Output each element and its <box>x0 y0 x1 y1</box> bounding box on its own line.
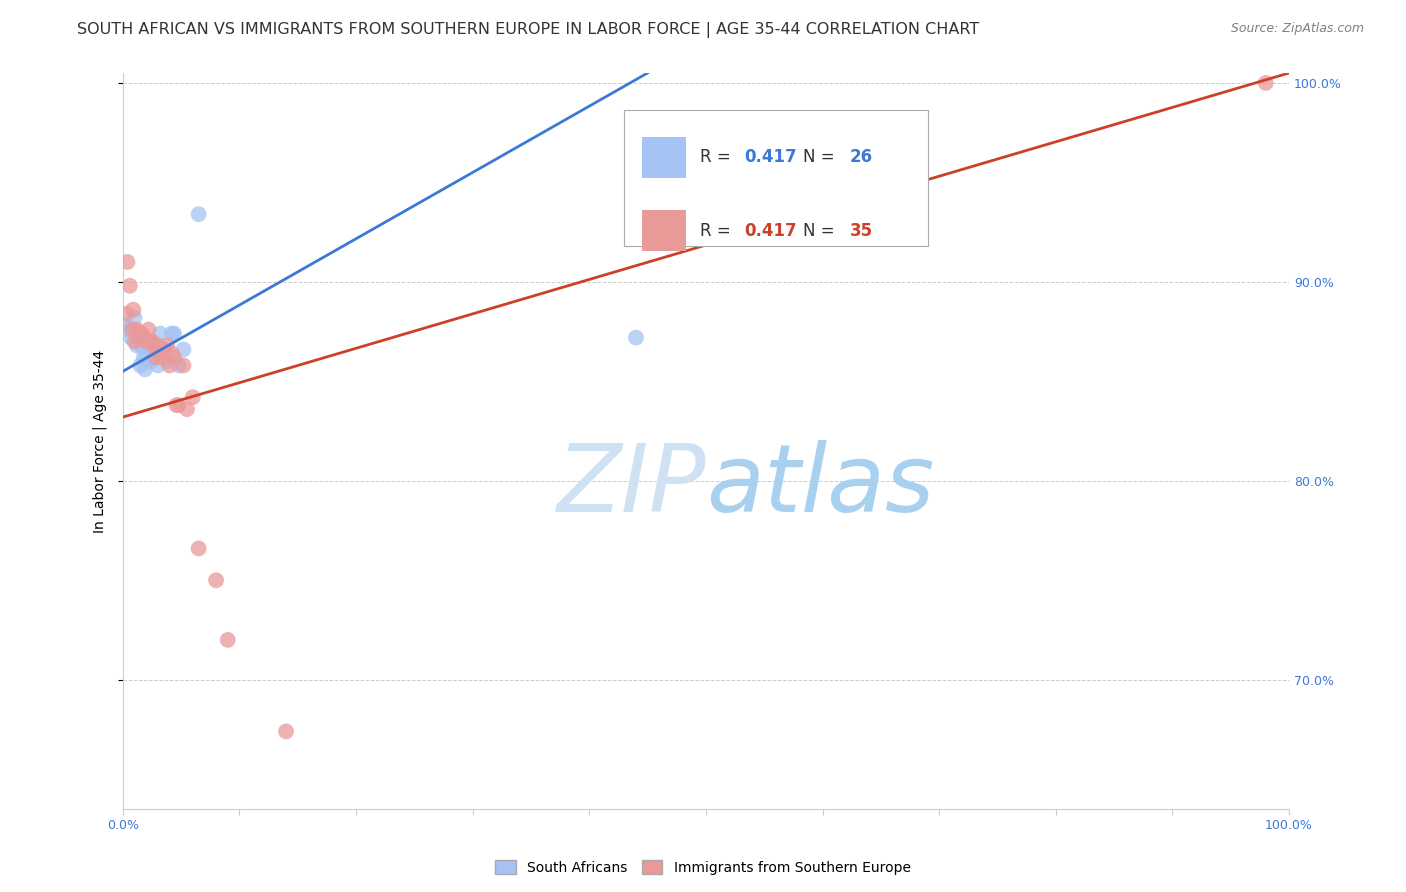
Point <box>129 359 152 373</box>
Point <box>131 326 153 341</box>
Point <box>115 318 138 333</box>
Point <box>135 351 157 365</box>
Text: atlas: atlas <box>706 440 934 531</box>
Point <box>172 343 194 357</box>
Point <box>115 307 138 321</box>
Point <box>139 334 162 349</box>
Point <box>146 338 169 352</box>
Point <box>142 338 165 352</box>
Point <box>149 346 172 360</box>
Point <box>187 541 209 556</box>
Point <box>152 343 174 357</box>
Point <box>132 330 155 344</box>
Point <box>138 334 160 349</box>
Text: SOUTH AFRICAN VS IMMIGRANTS FROM SOUTHERN EUROPE IN LABOR FORCE | AGE 35-44 CORR: SOUTH AFRICAN VS IMMIGRANTS FROM SOUTHER… <box>77 22 980 38</box>
Point <box>152 351 174 365</box>
Point <box>145 346 167 360</box>
Point <box>145 351 167 365</box>
Point <box>131 338 153 352</box>
Point <box>163 326 186 341</box>
FancyBboxPatch shape <box>624 110 928 246</box>
Point <box>149 326 172 341</box>
Point <box>176 402 198 417</box>
Text: 35: 35 <box>849 221 873 240</box>
Point <box>1254 76 1277 90</box>
Point <box>127 330 149 344</box>
Point <box>125 322 148 336</box>
Point <box>117 322 139 336</box>
Point <box>135 334 157 349</box>
Bar <box>641 137 686 178</box>
Point <box>141 334 163 349</box>
Text: R =: R = <box>700 221 737 240</box>
Point <box>274 724 297 739</box>
Point <box>124 334 146 349</box>
Point <box>156 354 179 368</box>
Bar <box>641 211 686 251</box>
Point <box>165 398 187 412</box>
Point <box>187 207 209 221</box>
Point <box>142 351 165 365</box>
Point <box>217 632 239 647</box>
Point <box>121 322 143 336</box>
Point <box>160 346 183 360</box>
Point <box>181 390 204 404</box>
Point <box>134 362 156 376</box>
Text: Source: ZipAtlas.com: Source: ZipAtlas.com <box>1230 22 1364 36</box>
Text: R =: R = <box>700 148 737 167</box>
Point <box>624 330 647 344</box>
Point <box>153 343 176 357</box>
Point <box>128 330 150 344</box>
Point <box>167 398 190 412</box>
Text: 0.417: 0.417 <box>744 221 797 240</box>
Legend: South Africans, Immigrants from Southern Europe: South Africans, Immigrants from Southern… <box>489 855 917 880</box>
Point <box>124 310 146 325</box>
Point <box>159 359 181 373</box>
Point <box>160 326 183 341</box>
Y-axis label: In Labor Force | Age 35-44: In Labor Force | Age 35-44 <box>93 350 107 533</box>
Point <box>124 322 146 336</box>
Point <box>120 330 142 344</box>
Point <box>205 573 228 587</box>
Point <box>129 326 152 341</box>
Point <box>122 302 145 317</box>
Text: N =: N = <box>803 221 839 240</box>
Text: 0.417: 0.417 <box>744 148 797 167</box>
Point <box>139 354 162 368</box>
Text: N =: N = <box>803 148 839 167</box>
Point <box>172 359 194 373</box>
Point <box>125 338 148 352</box>
Point <box>163 351 186 365</box>
Point <box>156 338 179 352</box>
Point <box>118 278 141 293</box>
Point <box>146 359 169 373</box>
Point <box>117 255 139 269</box>
Text: 26: 26 <box>849 148 873 167</box>
Point <box>132 351 155 365</box>
Point <box>138 322 160 336</box>
Point <box>167 359 190 373</box>
Text: ZIP: ZIP <box>557 440 706 531</box>
